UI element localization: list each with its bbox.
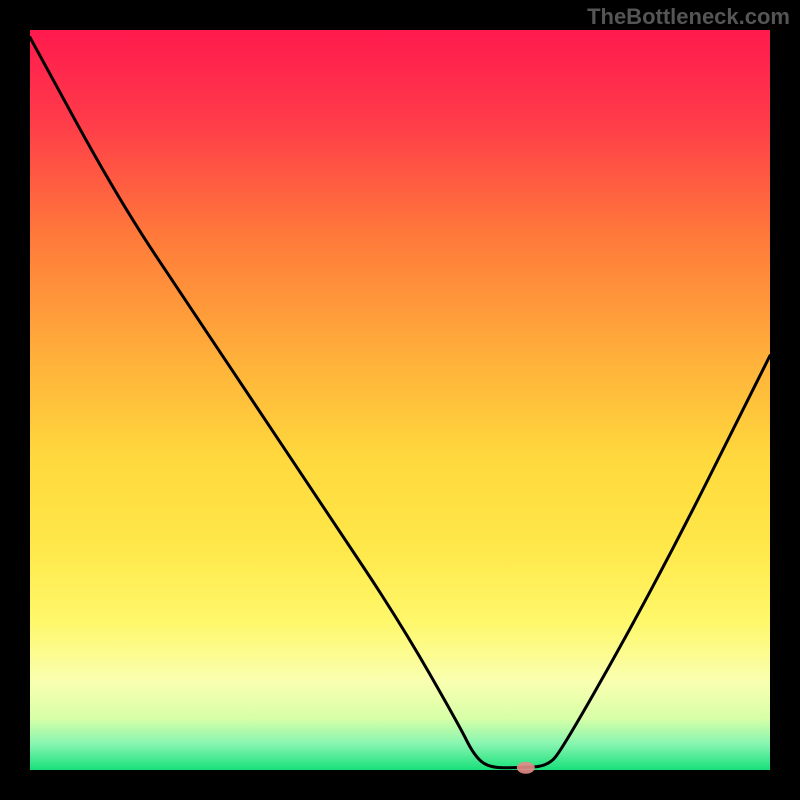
plot-background (30, 30, 770, 770)
bottleneck-chart: TheBottleneck.com (0, 0, 800, 800)
optimum-marker (517, 762, 535, 774)
chart-svg (0, 0, 800, 800)
watermark-text: TheBottleneck.com (587, 4, 790, 30)
